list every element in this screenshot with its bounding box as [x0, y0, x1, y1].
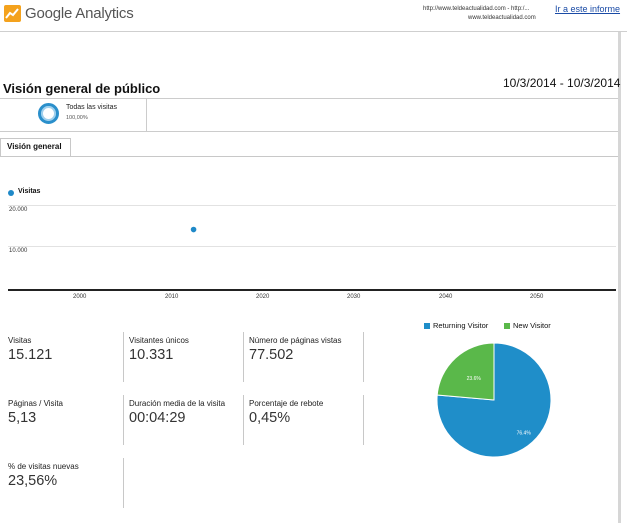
- go-to-report-link[interactable]: Ir a este informe: [555, 4, 621, 14]
- metric-separator: [243, 395, 244, 445]
- pie-legend-new-visitor[interactable]: New Visitor: [513, 321, 551, 330]
- metric-label-porcentaje-rebote: Porcentaje de rebote: [249, 399, 324, 408]
- google-analytics-logo-icon: [4, 5, 21, 22]
- header-divider: [0, 31, 627, 32]
- metric-label-paginas-vistas: Número de páginas vistas: [249, 336, 342, 345]
- brand-name: Google Analytics: [25, 5, 134, 22]
- metric-value-visitas: 15.121: [8, 347, 53, 363]
- page-right-border: [618, 32, 621, 523]
- tab-vision-general[interactable]: [0, 138, 71, 157]
- x-tick-2050: 2050: [530, 294, 544, 300]
- visitor-type-pie-chart: 76.4% 23.6%: [436, 342, 552, 458]
- metric-value-porcentaje-rebote: 0,45%: [249, 410, 291, 426]
- pie-slice-returning-visitor[interactable]: [436, 342, 552, 458]
- segment-ring-icon: [38, 103, 59, 124]
- metric-value-duracion-media: 00:04:29: [129, 410, 186, 426]
- segment-divider: [0, 131, 618, 132]
- segment-selector[interactable]: [28, 99, 147, 131]
- y-tick-10000: 10.000: [9, 248, 28, 254]
- visitas-line-chart: [190, 226, 197, 233]
- chart-legend-visitas[interactable]: Visitas: [18, 188, 41, 195]
- metric-label-visitantes-unicos: Visitantes únicos: [129, 336, 189, 345]
- metric-separator: [243, 332, 244, 382]
- metric-value-visitantes-unicos: 10.331: [129, 347, 174, 363]
- x-axis: [8, 289, 616, 291]
- segment-name: Todas las visitas: [66, 104, 117, 111]
- returning-visitor-legend-swatch-icon: [424, 323, 430, 329]
- tab-divider: [0, 156, 618, 157]
- title-divider: [0, 98, 618, 99]
- x-tick-2020: 2020: [256, 294, 270, 300]
- pie-slice-new-visitor[interactable]: [436, 342, 495, 401]
- metric-separator: [123, 458, 124, 508]
- tab-vision-general-label: Visión general: [7, 142, 62, 151]
- page-title: Visión general de público: [3, 81, 161, 96]
- visitas-legend-dot-icon: [8, 190, 14, 196]
- new-visitor-legend-swatch-icon: [504, 323, 510, 329]
- pie-slice-label-returning-visitor: 76.4%: [517, 430, 532, 436]
- metric-value-paginas-visita: 5,13: [8, 410, 37, 426]
- metric-separator: [123, 332, 124, 382]
- x-tick-2030: 2030: [347, 294, 361, 300]
- x-tick-2000: 2000: [73, 294, 87, 300]
- header-url-line2: www.teldeactualidad.com: [468, 15, 536, 21]
- y-tick-20000: 20.000: [9, 207, 28, 213]
- metric-label-visitas-nuevas: % de visitas nuevas: [8, 462, 79, 471]
- gridline-10000: [8, 246, 616, 247]
- x-tick-2010: 2010: [165, 294, 179, 300]
- gridline-20000: [8, 205, 616, 206]
- metric-separator: [363, 332, 364, 382]
- date-range-picker[interactable]: 10/3/2014 - 10/3/2014: [503, 76, 621, 90]
- metric-label-duracion-media: Duración media de la visita: [129, 399, 226, 408]
- metric-label-paginas-visita: Páginas / Visita: [8, 399, 63, 408]
- segment-percent: 100,00%: [66, 115, 88, 121]
- pie-legend-returning-visitor[interactable]: Returning Visitor: [433, 321, 489, 330]
- visitas-data-point[interactable]: [190, 226, 197, 233]
- pie-slice-label-new-visitor: 23.6%: [467, 376, 482, 382]
- metric-separator: [123, 395, 124, 445]
- metric-separator: [363, 395, 364, 445]
- header-url-line1: http://www.teldeactualidad.com - http:/.…: [423, 6, 530, 12]
- x-tick-2040: 2040: [439, 294, 453, 300]
- metric-value-visitas-nuevas: 23,56%: [8, 473, 58, 489]
- metric-value-paginas-vistas: 77.502: [249, 347, 294, 363]
- metric-label-visitas: Visitas: [8, 336, 32, 345]
